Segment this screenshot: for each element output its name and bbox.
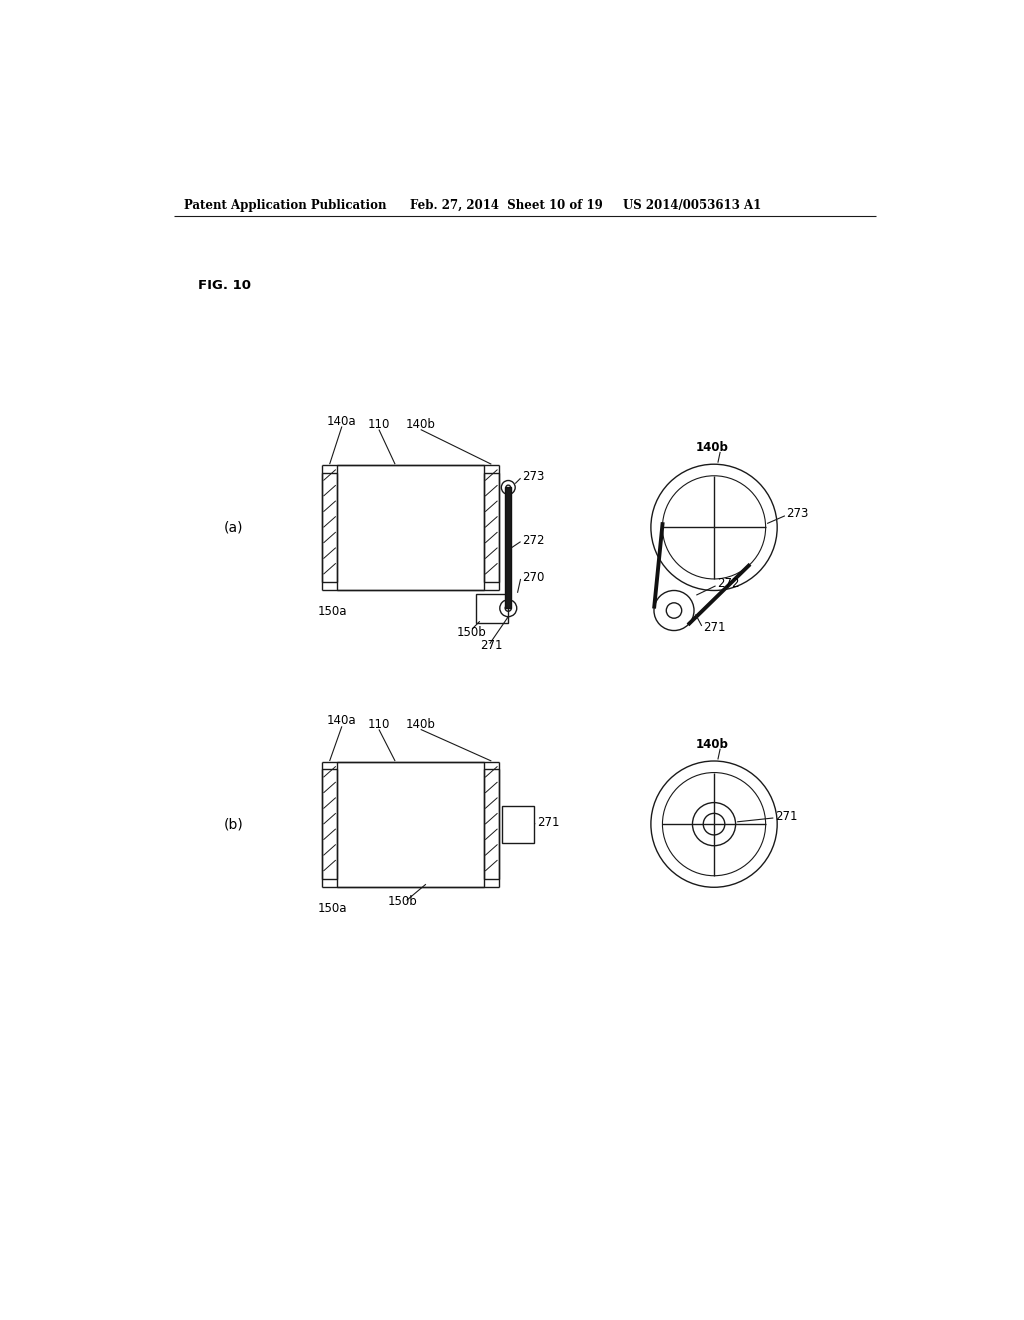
Text: 140b: 140b	[696, 738, 729, 751]
Text: 110: 110	[368, 418, 390, 432]
Text: 271: 271	[480, 639, 502, 652]
Text: 150b: 150b	[457, 626, 486, 639]
Bar	[476, 594, 508, 623]
Text: 271: 271	[703, 620, 726, 634]
Text: (b): (b)	[223, 817, 244, 832]
Text: 150a: 150a	[318, 902, 347, 915]
Bar	[322, 770, 337, 879]
Text: Patent Application Publication: Patent Application Publication	[184, 198, 387, 211]
Text: 110: 110	[368, 718, 390, 731]
Text: FIG. 10: FIG. 10	[198, 279, 251, 292]
Text: 140b: 140b	[406, 718, 435, 731]
Text: 271: 271	[775, 810, 798, 822]
Text: 150a: 150a	[318, 605, 347, 618]
Bar	[337, 762, 483, 887]
Bar	[322, 473, 337, 582]
Bar	[483, 770, 499, 879]
Text: 270: 270	[522, 572, 545, 583]
Text: 272: 272	[522, 533, 545, 546]
Bar	[502, 805, 535, 842]
Text: 271: 271	[537, 816, 559, 829]
Text: 150b: 150b	[387, 895, 417, 908]
Bar	[483, 473, 499, 582]
Text: 273: 273	[522, 470, 545, 483]
Text: 272: 272	[717, 577, 739, 590]
Text: 140a: 140a	[327, 714, 356, 727]
Bar	[505, 487, 511, 609]
Text: 140a: 140a	[327, 414, 356, 428]
Text: US 2014/0053613 A1: US 2014/0053613 A1	[624, 198, 762, 211]
Text: (a): (a)	[223, 520, 243, 535]
Bar	[337, 465, 483, 590]
Text: Feb. 27, 2014  Sheet 10 of 19: Feb. 27, 2014 Sheet 10 of 19	[411, 198, 603, 211]
Text: 140b: 140b	[406, 418, 435, 432]
Text: 140b: 140b	[696, 441, 729, 454]
Text: 273: 273	[786, 507, 809, 520]
